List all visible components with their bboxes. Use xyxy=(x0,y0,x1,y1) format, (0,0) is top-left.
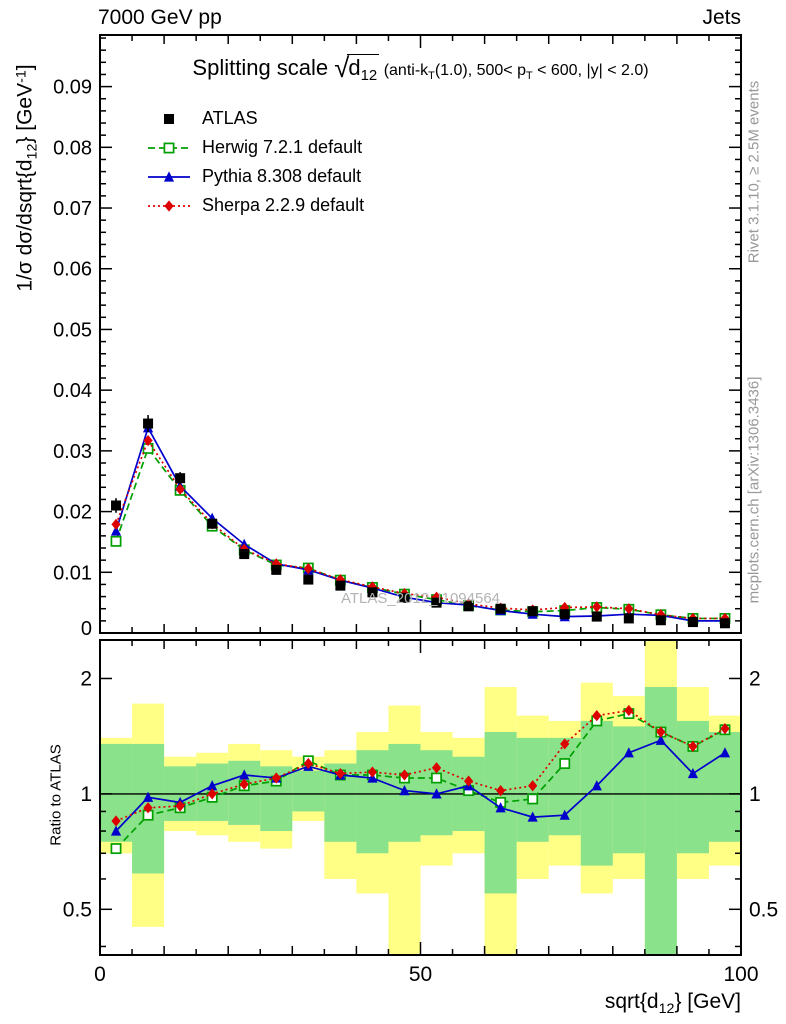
legend-item-atlas: ATLAS xyxy=(146,104,364,133)
svg-text:0.01: 0.01 xyxy=(53,562,92,584)
legend-label-sherpa: Sherpa 2.2.9 default xyxy=(202,195,365,215)
svg-text:100: 100 xyxy=(723,963,758,986)
legend-item-herwig: Herwig 7.2.1 default xyxy=(146,133,364,162)
legend-label-atlas: ATLAS xyxy=(202,108,258,128)
svg-text:0.02: 0.02 xyxy=(53,502,92,524)
svg-text:0.09: 0.09 xyxy=(53,77,92,99)
svg-text:0.05: 0.05 xyxy=(53,319,92,341)
title-cuts: (anti-kT(1.0), 500< pT < 600, |y| < 2.0) xyxy=(379,61,649,82)
svg-text:0.5: 0.5 xyxy=(749,898,778,921)
plot-title: Splitting scale √d12 (anti-kT(1.0), 500<… xyxy=(100,52,741,84)
ratio-axis-title: Ratio to ATLAS xyxy=(47,744,65,846)
svg-text:0.08: 0.08 xyxy=(53,137,92,159)
sqrt-radicand: d12 xyxy=(347,53,380,85)
legend-item-pythia: Pythia 8.308 default xyxy=(146,162,364,191)
analysis-id-watermark: ATLAS_2012_I1094564 xyxy=(340,590,501,607)
beam-info-label: 7000 GeV pp xyxy=(98,6,222,29)
mcplots-reference-caption: mcplots.cern.ch [arXiv:1306.3436] xyxy=(745,376,763,604)
svg-text:0: 0 xyxy=(81,618,92,640)
y-axis-title: 1/σ dσ/dsqrt{d12} [GeV-1] xyxy=(13,64,41,292)
atlas-marker-icon xyxy=(164,113,174,124)
sqrt-symbol: √ xyxy=(334,52,350,83)
legend: ATLAS Herwig 7.2.1 default Pythia 8.308 de… xyxy=(146,104,364,220)
svg-text:0.07: 0.07 xyxy=(53,198,92,220)
rivet-version-caption: Rivet 3.1.10, ≥ 2.5M events xyxy=(745,80,763,264)
svg-text:2: 2 xyxy=(80,667,92,690)
legend-label-pythia: Pythia 8.308 default xyxy=(202,166,362,186)
svg-text:0.5: 0.5 xyxy=(63,898,92,921)
svg-text:2: 2 xyxy=(749,667,761,690)
analysis-group-label: Jets xyxy=(702,6,741,29)
herwig-marker-icon xyxy=(148,142,190,153)
pythia-marker-icon xyxy=(148,170,190,182)
svg-text:0: 0 xyxy=(94,963,106,986)
legend-label-herwig: Herwig 7.2.1 default xyxy=(202,137,363,157)
svg-text:50: 50 xyxy=(409,963,432,986)
legend-item-sherpa: Sherpa 2.2.9 default xyxy=(146,191,364,220)
svg-text:1: 1 xyxy=(80,783,92,806)
sherpa-marker-icon xyxy=(148,199,190,212)
title-text: Splitting scale xyxy=(192,54,335,80)
x-axis-title: sqrt{d12} [GeV] xyxy=(604,990,741,1017)
svg-text:1: 1 xyxy=(749,783,761,806)
svg-text:0.03: 0.03 xyxy=(53,441,92,463)
svg-text:0.06: 0.06 xyxy=(53,259,92,281)
svg-text:0.04: 0.04 xyxy=(53,380,92,402)
